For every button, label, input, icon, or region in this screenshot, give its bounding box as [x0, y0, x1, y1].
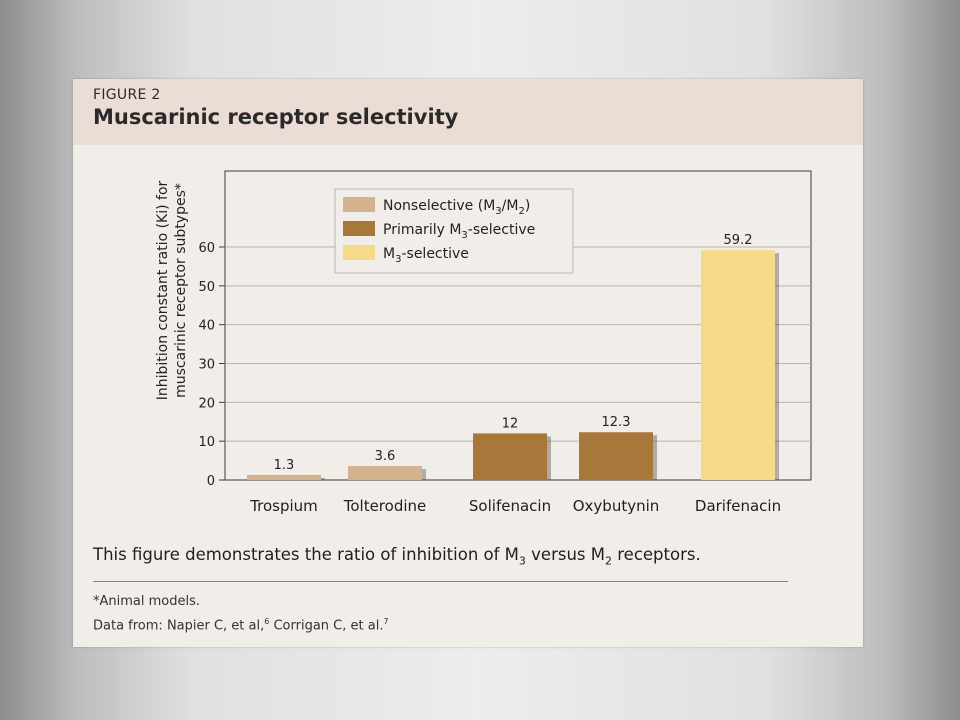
figure-title: Muscarinic receptor selectivity	[93, 105, 459, 129]
data-label-solifenacin: 12	[502, 416, 519, 431]
category-label-trospium: Trospium	[249, 497, 318, 515]
bar-oxybutynin	[579, 432, 653, 480]
y-tick-label: 60	[198, 241, 215, 256]
category-label-solifenacin: Solifenacin	[469, 497, 551, 515]
y-tick-label: 50	[198, 280, 215, 295]
bar-chart: 0 10 20 30 40 50 60 Trospium Tolterodine Solifen…	[155, 170, 812, 515]
y-tick-label: 40	[198, 319, 215, 334]
figure-caption: This figure demonstrates the ratio of in…	[93, 545, 701, 568]
data-label-oxybutynin: 12.3	[602, 415, 631, 430]
bar-trospium	[247, 474, 321, 480]
y-tick-label: 20	[198, 396, 215, 411]
y-axis-label-line2: muscarinic receptor subtypes*	[173, 183, 189, 398]
bar-solifenacin	[473, 433, 547, 480]
bar-tolterodine	[348, 466, 422, 480]
data-label-darifenacin: 59.2	[724, 233, 753, 248]
title-band	[73, 79, 863, 145]
figure-panel: FIGURE 2 Muscarinic receptor selectivity…	[73, 79, 863, 647]
y-tick-label: 0	[207, 474, 215, 489]
legend: Nonselective (M3/M2) Primarily M3-selecti…	[334, 188, 574, 274]
category-label-tolterodine: Tolterodine	[343, 497, 427, 515]
footnote-source: Data from: Napier C, et al,6 Corrigan C,…	[93, 617, 389, 634]
legend-swatch	[343, 197, 375, 212]
bar-darifenacin	[701, 250, 775, 480]
footnote-divider	[93, 581, 788, 582]
legend-label: Primarily M3-selective	[383, 222, 535, 241]
figure-label: FIGURE 2	[93, 87, 161, 103]
footnote-animal-models: *Animal models.	[93, 594, 201, 609]
category-label-oxybutynin: Oxybutynin	[573, 497, 660, 515]
data-label-trospium: 1.3	[274, 458, 295, 473]
legend-label: M3-selective	[383, 246, 469, 265]
data-label-tolterodine: 3.6	[375, 449, 396, 464]
y-tick-label: 30	[198, 358, 215, 373]
legend-swatch	[343, 245, 375, 260]
category-label-darifenacin: Darifenacin	[695, 497, 781, 515]
legend-label: Nonselective (M3/M2)	[383, 198, 530, 217]
legend-swatch	[343, 221, 375, 236]
y-axis-label-line1: Inhibition constant ratio (Ki) for	[155, 180, 171, 400]
y-tick-label: 10	[198, 435, 215, 450]
